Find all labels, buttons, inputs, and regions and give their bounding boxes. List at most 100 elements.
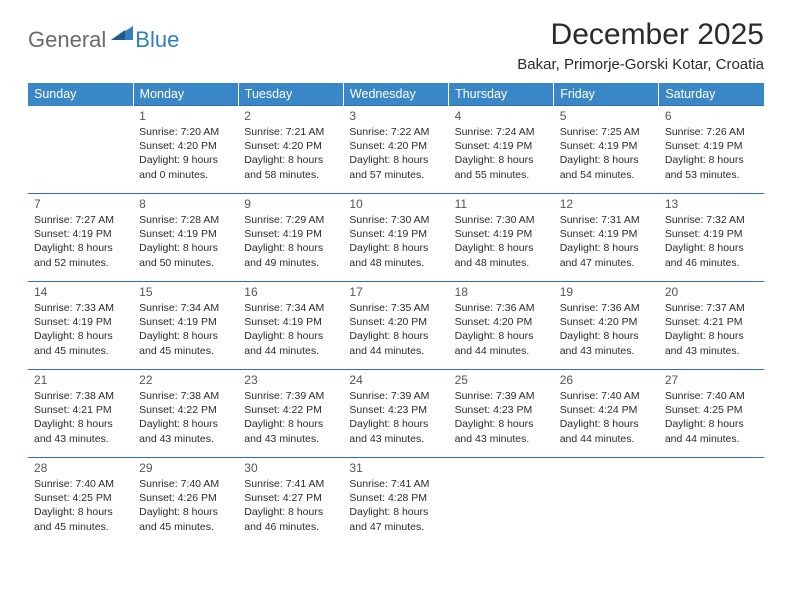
dow-thursday: Thursday (449, 83, 554, 106)
sunrise-text: Sunrise: 7:34 AM (244, 301, 337, 315)
sunset-text: Sunset: 4:23 PM (455, 403, 548, 417)
sunset-text: Sunset: 4:22 PM (139, 403, 232, 417)
sunrise-text: Sunrise: 7:36 AM (560, 301, 653, 315)
sunrise-text: Sunrise: 7:20 AM (139, 125, 232, 139)
day-cell (28, 106, 133, 194)
sunset-text: Sunset: 4:26 PM (139, 491, 232, 505)
sunrise-text: Sunrise: 7:30 AM (455, 213, 548, 227)
daylight-text: Daylight: 8 hours and 47 minutes. (349, 505, 442, 533)
day-cell: 13Sunrise: 7:32 AMSunset: 4:19 PMDayligh… (659, 194, 764, 282)
day-cell: 14Sunrise: 7:33 AMSunset: 4:19 PMDayligh… (28, 282, 133, 370)
sunset-text: Sunset: 4:19 PM (560, 227, 653, 241)
daylight-text: Daylight: 8 hours and 44 minutes. (560, 417, 653, 445)
sunset-text: Sunset: 4:19 PM (455, 227, 548, 241)
day-cell: 12Sunrise: 7:31 AMSunset: 4:19 PMDayligh… (554, 194, 659, 282)
calendar-body: 1Sunrise: 7:20 AM Sunset: 4:20 PM Daylight… (28, 106, 764, 546)
day-number: 6 (665, 106, 758, 125)
sunset-text: Sunset: 4:25 PM (34, 491, 127, 505)
daylight-text: Daylight: 8 hours and 58 minutes. (244, 153, 337, 181)
daylight-text: Daylight: 8 hours and 47 minutes. (560, 241, 653, 269)
sunrise-text: Sunrise: 7:22 AM (349, 125, 442, 139)
day-cell: 27Sunrise: 7:40 AMSunset: 4:25 PMDayligh… (659, 370, 764, 458)
sunset-text: Sunset: 4:20 PM (349, 139, 442, 153)
day-number: 26 (560, 370, 653, 389)
sunset-text: Sunset: 4:19 PM (455, 139, 548, 153)
sunset-text: Sunset: 4:19 PM (139, 315, 232, 329)
day-number: 15 (139, 282, 232, 301)
daylight-text: Daylight: 8 hours and 54 minutes. (560, 153, 653, 181)
daylight-text: Daylight: 8 hours and 50 minutes. (139, 241, 232, 269)
day-number: 31 (349, 458, 442, 477)
sunrise-text: Sunrise: 7:36 AM (455, 301, 548, 315)
daylight-text: Daylight: 8 hours and 43 minutes. (349, 417, 442, 445)
day-number: 8 (139, 194, 232, 213)
sunset-text: Sunset: 4:19 PM (560, 139, 653, 153)
day-cell: 2Sunrise: 7:21 AMSunset: 4:20 PMDaylight… (238, 106, 343, 194)
day-cell: 7Sunrise: 7:27 AMSunset: 4:19 PMDaylight… (28, 194, 133, 282)
sunrise-text: Sunrise: 7:25 AM (560, 125, 653, 139)
day-number: 1 (139, 106, 232, 125)
week-row: 1Sunrise: 7:20 AM Sunset: 4:20 PM Daylight… (28, 106, 764, 194)
sunrise-text: Sunrise: 7:26 AM (665, 125, 758, 139)
logo-text-general: General (28, 27, 106, 53)
sunrise-text: Sunrise: 7:32 AM (665, 213, 758, 227)
day-cell: 4Sunrise: 7:24 AMSunset: 4:19 PMDaylight… (449, 106, 554, 194)
logo-triangle-icon (111, 24, 133, 45)
day-number: 22 (139, 370, 232, 389)
sunrise-text: Sunrise: 7:41 AM (244, 477, 337, 491)
sunset-text: Sunset: 4:19 PM (244, 227, 337, 241)
day-cell: 28Sunrise: 7:40 AMSunset: 4:25 PMDayligh… (28, 458, 133, 546)
day-cell: 18Sunrise: 7:36 AMSunset: 4:20 PMDayligh… (449, 282, 554, 370)
day-number: 18 (455, 282, 548, 301)
daylight-text: Daylight: 8 hours and 53 minutes. (665, 153, 758, 181)
logo: General Blue (28, 18, 179, 55)
header: General Blue December 2025 Bakar, Primor… (28, 18, 764, 73)
sunset-text: Sunset: 4:19 PM (244, 315, 337, 329)
day-number: 25 (455, 370, 548, 389)
sunrise-text: Sunrise: 7:33 AM (34, 301, 127, 315)
sunrise-text: Sunrise: 7:28 AM (139, 213, 232, 227)
day-cell (659, 458, 764, 546)
daylight-text: Daylight: 8 hours and 48 minutes. (455, 241, 548, 269)
day-cell: 21Sunrise: 7:38 AMSunset: 4:21 PMDayligh… (28, 370, 133, 458)
day-number: 23 (244, 370, 337, 389)
calendar-table: Sunday Monday Tuesday Wednesday Thursday… (28, 83, 764, 546)
sunset-text: Sunset: 4:19 PM (139, 227, 232, 241)
day-cell: 10Sunrise: 7:30 AMSunset: 4:19 PMDayligh… (343, 194, 448, 282)
day-cell: 19Sunrise: 7:36 AMSunset: 4:20 PMDayligh… (554, 282, 659, 370)
day-number: 14 (34, 282, 127, 301)
daylight-text: Daylight: 8 hours and 43 minutes. (244, 417, 337, 445)
day-number: 19 (560, 282, 653, 301)
sunrise-text: Sunrise: 7:41 AM (349, 477, 442, 491)
sunrise-text: Sunrise: 7:39 AM (349, 389, 442, 403)
sunset-text: Sunset: 4:27 PM (244, 491, 337, 505)
daylight-text: Daylight: 8 hours and 44 minutes. (349, 329, 442, 357)
sunrise-text: Sunrise: 7:40 AM (34, 477, 127, 491)
day-number: 11 (455, 194, 548, 213)
day-cell: 20Sunrise: 7:37 AMSunset: 4:21 PMDayligh… (659, 282, 764, 370)
day-cell: 11Sunrise: 7:30 AMSunset: 4:19 PMDayligh… (449, 194, 554, 282)
day-cell: 3Sunrise: 7:22 AMSunset: 4:20 PMDaylight… (343, 106, 448, 194)
day-number: 30 (244, 458, 337, 477)
sunrise-text: Sunrise: 7:39 AM (455, 389, 548, 403)
day-cell: 5Sunrise: 7:25 AMSunset: 4:19 PMDaylight… (554, 106, 659, 194)
day-number: 3 (349, 106, 442, 125)
sunset-text: Sunset: 4:20 PM (560, 315, 653, 329)
day-number: 2 (244, 106, 337, 125)
day-number: 20 (665, 282, 758, 301)
daylight-text: Daylight: 8 hours and 44 minutes. (665, 417, 758, 445)
day-number: 24 (349, 370, 442, 389)
day-number: 16 (244, 282, 337, 301)
dow-saturday: Saturday (659, 83, 764, 106)
daylight-text: Daylight: 8 hours and 46 minutes. (244, 505, 337, 533)
sunset-text: Sunset: 4:25 PM (665, 403, 758, 417)
sunrise-text: Sunrise: 7:40 AM (665, 389, 758, 403)
day-number: 17 (349, 282, 442, 301)
sunset-text: Sunset: 4:19 PM (665, 139, 758, 153)
sunrise-text: Sunrise: 7:37 AM (665, 301, 758, 315)
day-cell: 6Sunrise: 7:26 AMSunset: 4:19 PMDaylight… (659, 106, 764, 194)
location: Bakar, Primorje-Gorski Kotar, Croatia (517, 56, 764, 73)
day-number: 21 (34, 370, 127, 389)
daylight-text: Daylight: 8 hours and 49 minutes. (244, 241, 337, 269)
month-title: December 2025 (517, 18, 764, 52)
